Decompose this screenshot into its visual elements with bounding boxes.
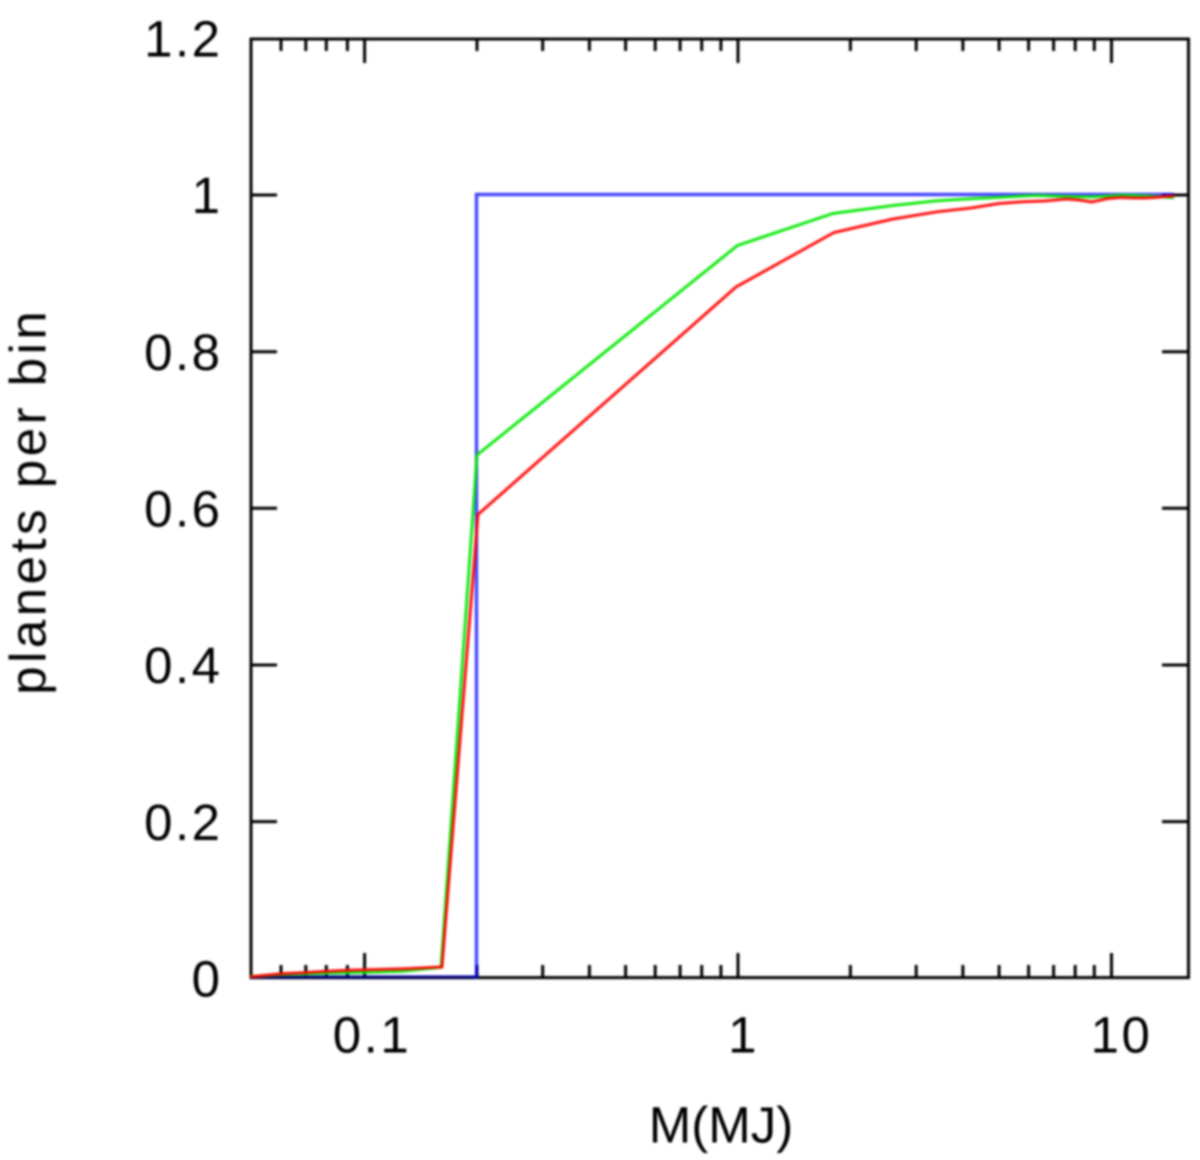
svg-text:1: 1 bbox=[728, 1007, 759, 1064]
svg-text:1.2: 1.2 bbox=[144, 11, 222, 68]
svg-text:0: 0 bbox=[192, 951, 223, 1008]
svg-text:0.1: 0.1 bbox=[333, 1007, 411, 1064]
svg-text:0.2: 0.2 bbox=[144, 794, 222, 851]
svg-text:0.8: 0.8 bbox=[144, 324, 222, 381]
svg-text:1: 1 bbox=[192, 167, 223, 224]
svg-text:M(MJ): M(MJ) bbox=[649, 1097, 793, 1154]
svg-text:10: 10 bbox=[1091, 1007, 1153, 1064]
svg-text:planets per bin: planets per bin bbox=[0, 308, 57, 695]
svg-text:0.4: 0.4 bbox=[144, 637, 222, 694]
svg-text:0.6: 0.6 bbox=[144, 481, 222, 538]
